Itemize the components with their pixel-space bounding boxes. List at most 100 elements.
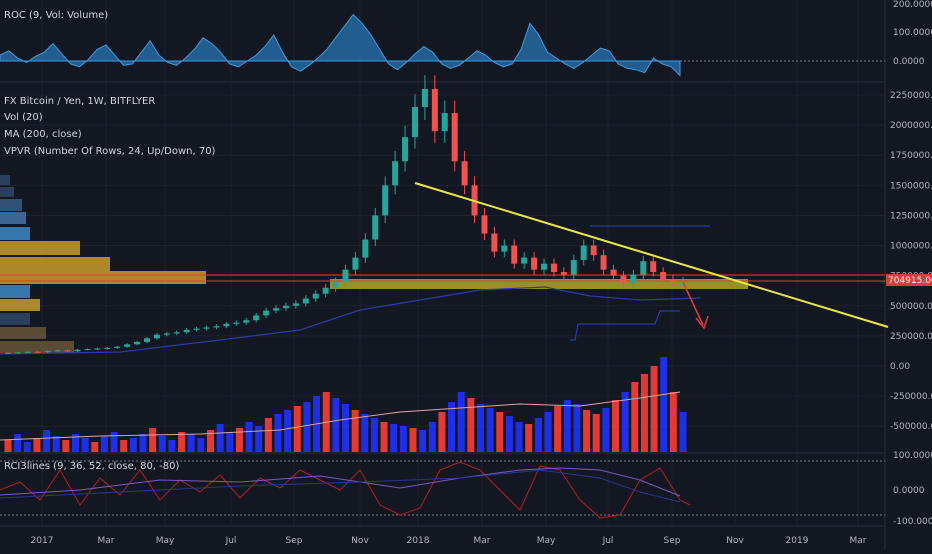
x-tick-label: Nov [726, 536, 744, 546]
candle-body [620, 275, 627, 283]
candle-body [511, 245, 518, 264]
rci-indicator-label[interactable]: RCI3lines (9, 36, 52, close, 80, -80) [4, 461, 180, 472]
candle-body [203, 327, 210, 329]
candle-body [411, 107, 418, 138]
volume-bar [255, 426, 263, 452]
volume-bar [23, 442, 31, 452]
volume-bar [81, 438, 89, 452]
volume-bar [583, 410, 591, 452]
chart-title[interactable]: FX Bitcoin / Yen, 1W, BITFLYER [4, 96, 156, 107]
x-tick-label: Mar [474, 536, 491, 546]
candle-body [273, 308, 280, 311]
candle-body [521, 257, 528, 264]
volume-bar [612, 400, 619, 452]
volume-bar [14, 434, 22, 452]
candle-body [570, 260, 577, 275]
volume-bar [52, 436, 60, 452]
volume-bar [621, 392, 629, 452]
price-label-bg [886, 274, 932, 286]
vol-indicator-label[interactable]: Vol (20) [4, 112, 43, 123]
candle-body [402, 137, 409, 162]
price-tick-label: 250000.00 [890, 332, 932, 342]
trendline [414, 182, 889, 328]
candle-body [650, 261, 657, 273]
candle-body [491, 233, 498, 252]
x-tick-label: May [156, 536, 175, 546]
rci-tick-label: -100.0000 [893, 517, 932, 527]
volume-bar [158, 436, 166, 452]
candle-body [600, 255, 607, 270]
volume-bar [409, 428, 417, 452]
candle-body [342, 269, 349, 282]
vpvr-indicator-label[interactable]: VPVR (Number Of Rows, 24, Up/Down, 70) [4, 146, 216, 157]
price-tick-label: 1000000.00 [890, 242, 932, 252]
candle-body [302, 298, 309, 304]
candle-body [421, 88, 428, 108]
candle-body [24, 351, 31, 353]
x-tick-label: 2018 [407, 536, 430, 546]
volume-bar [178, 432, 186, 452]
candle-body [531, 257, 538, 270]
candle-body [292, 303, 299, 306]
candle-body [223, 323, 230, 327]
volume-bar [361, 414, 369, 452]
volume-bar [62, 440, 70, 452]
volume-bar [592, 414, 600, 452]
vpvr-bar [0, 241, 80, 255]
candle-body [640, 261, 647, 275]
volume-bar [207, 430, 214, 452]
candle-body [322, 287, 329, 294]
candle-body [183, 329, 190, 333]
candle-body [124, 344, 131, 347]
vpvr-bar [0, 285, 30, 298]
volume-bar [554, 406, 562, 452]
price-tick-label: 2250000.00 [890, 91, 932, 101]
volume-bar [438, 412, 446, 452]
candle-body [382, 185, 389, 216]
volume-bar [650, 366, 658, 452]
candle-body [630, 274, 637, 283]
x-tick-label: Nov [351, 536, 369, 546]
roc-area [0, 13, 681, 77]
candle-body [114, 346, 121, 348]
volume-bar [100, 436, 108, 452]
price-tick-label: 500000.00 [890, 302, 932, 312]
vpvr-bar [0, 199, 22, 211]
candle-body [372, 215, 379, 240]
candle-body [44, 350, 51, 353]
volume-bar [264, 418, 272, 452]
x-tick-label: Jul [225, 536, 237, 546]
volume-bar [129, 438, 137, 452]
roc-indicator-label[interactable]: ROC (9, Vol: Volume) [4, 10, 109, 21]
volume-bar [332, 398, 340, 452]
volume-bar [640, 374, 648, 452]
candle-body [541, 263, 548, 270]
volume-bar [448, 402, 456, 452]
price-tick-label: 1250000.00 [890, 211, 932, 221]
candle-body [461, 161, 468, 186]
candle-body [481, 215, 488, 234]
vpvr-bar [0, 187, 14, 197]
ma-indicator-label[interactable]: MA (200, close) [4, 129, 82, 140]
candle-body [213, 326, 220, 328]
volume-bar [33, 438, 41, 452]
vpvr-bar [0, 257, 110, 271]
candle-body [5, 352, 11, 354]
volume-bar [303, 402, 311, 452]
x-tick-label: Mar [850, 536, 867, 546]
volume-bar [486, 408, 494, 452]
volume-bar [235, 428, 243, 452]
candle-body [610, 269, 617, 276]
volume-bar [245, 422, 253, 452]
candle-body [134, 341, 141, 345]
candle-body [670, 279, 677, 282]
volume-bar [187, 434, 195, 452]
vpvr-bar [0, 271, 206, 284]
volume-bar [110, 432, 118, 452]
candle-body [580, 245, 587, 261]
candle-body [163, 333, 170, 335]
price-tick-label: 1750000.00 [890, 151, 932, 161]
candle-body [362, 239, 369, 258]
volume-bar [120, 440, 128, 452]
volume-bar [496, 412, 504, 452]
